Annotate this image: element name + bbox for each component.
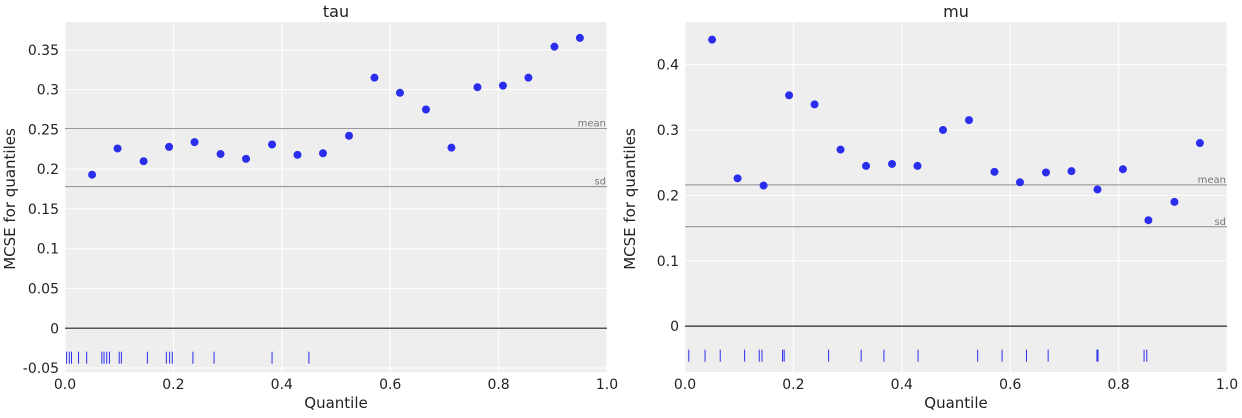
data-point [88,170,97,179]
reference-label-sd: sd [1214,217,1226,228]
data-point [990,167,999,176]
x-axis-label: Quantile [304,394,367,412]
data-point [1195,139,1204,148]
x-tick-label: 0.2 [162,377,184,393]
data-point [1041,168,1050,177]
y-tick-label: 0.35 [28,43,59,59]
plot-background [685,22,1227,372]
data-point [473,83,482,92]
data-point [965,116,974,125]
x-tick-label: 0.8 [1107,377,1129,393]
y-tick-label: 0 [670,319,679,335]
y-tick-label: 0.1 [37,242,59,258]
data-point [498,81,507,90]
y-tick-label: -0.05 [23,361,59,377]
data-point [268,140,277,149]
data-point [759,181,768,190]
data-point [1093,185,1102,194]
data-point [190,138,199,147]
data-point [938,125,947,134]
x-tick-label: 0.0 [674,377,696,393]
data-point [836,145,845,154]
data-point [165,142,174,151]
data-point [345,131,354,140]
data-point [575,33,584,42]
plot-background [65,22,607,372]
data-point [242,154,251,163]
y-tick-label: 0.3 [37,83,59,99]
data-point [1118,165,1127,174]
data-point [810,100,819,109]
x-tick-label: 0.0 [54,377,76,393]
data-point [139,157,148,166]
data-point [708,35,717,44]
chart-title: mu [943,2,969,21]
data-point [733,174,742,183]
reference-label-mean: mean [1198,175,1226,186]
x-tick-label: 1.0 [1216,377,1238,393]
x-tick-label: 0.4 [891,377,913,393]
x-tick-label: 0.4 [271,377,293,393]
y-tick-label: 0.3 [657,123,679,139]
data-point [524,73,533,82]
y-tick-label: 0.2 [657,188,679,204]
data-point [550,42,559,51]
y-axis-label: MCSE for quantiles [621,128,639,270]
x-tick-label: 1.0 [596,377,618,393]
data-point [447,143,456,152]
x-tick-label: 0.8 [487,377,509,393]
data-point [318,149,327,158]
y-tick-label: 0.4 [657,58,679,74]
data-point [421,105,430,114]
data-point [113,144,122,153]
y-tick-label: 0.2 [37,162,59,178]
y-tick-label: 0 [50,321,59,337]
data-point [913,161,922,170]
reference-label-mean: mean [578,119,606,130]
chart-title: tau [323,2,349,21]
data-point [1067,167,1076,176]
reference-label-sd: sd [594,177,606,188]
y-tick-label: 0.25 [28,122,59,138]
x-tick-label: 0.6 [379,377,401,393]
data-point [293,150,302,159]
x-tick-label: 0.6 [999,377,1021,393]
data-point [216,150,225,159]
data-point [785,91,794,100]
y-axis-label: MCSE for quantiles [1,128,19,270]
data-point [1170,197,1179,206]
x-axis-label: Quantile [924,394,987,412]
data-point [1144,216,1153,225]
data-point [370,73,379,82]
data-point [862,161,871,170]
mu-panel: 0.0 0.2 0.4 0.6 0.8 1.0 0 0.1 0.2 0.3 0.4 mean sd mu Q… [621,2,1238,412]
x-tick-label: 0.2 [782,377,804,393]
data-point [888,159,897,168]
y-tick-label: 0.05 [28,281,59,297]
data-point [1015,178,1024,187]
tau-panel: 0.0 0.2 0.4 0.6 0.8 1.0 -0.05 0 0.05 0.1 0.15 0.2 0.… [1,2,618,412]
data-point [395,88,404,97]
y-tick-label: 0.1 [657,254,679,270]
y-tick-label: 0.15 [28,202,59,218]
